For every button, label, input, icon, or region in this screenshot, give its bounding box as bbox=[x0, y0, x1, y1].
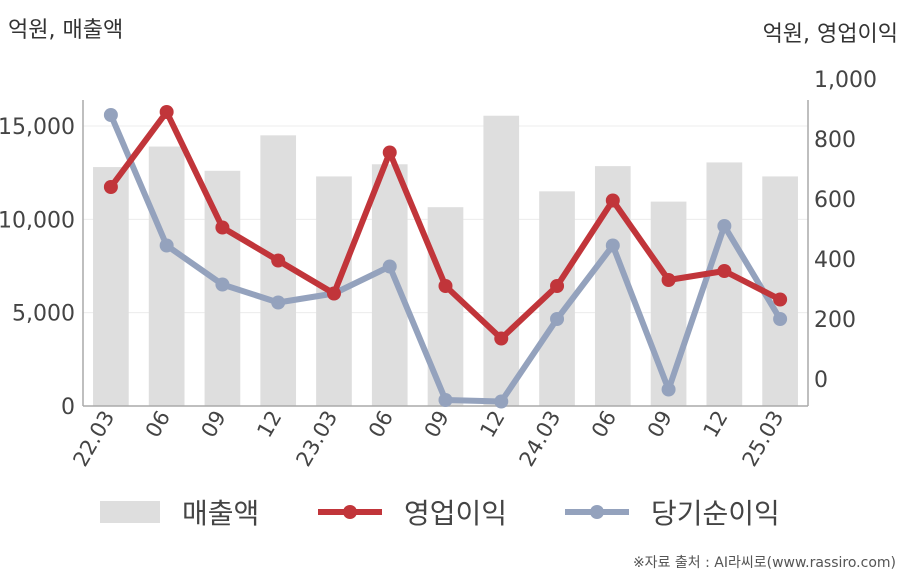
point-net-income bbox=[382, 259, 397, 274]
bar-revenue bbox=[371, 164, 408, 406]
legend-net-income-label: 당기순이익 bbox=[651, 497, 780, 530]
x-tick-label: 12 bbox=[252, 407, 286, 442]
right-tick-label: 0 bbox=[814, 368, 828, 393]
x-tick-label: 09 bbox=[643, 407, 677, 442]
legend-net-income-swatch bbox=[565, 505, 629, 519]
point-net-income bbox=[494, 394, 509, 409]
point-operating-income bbox=[773, 292, 788, 307]
bar-revenue bbox=[706, 162, 743, 406]
point-net-income bbox=[661, 382, 676, 397]
x-tick-label: 24.03 bbox=[515, 407, 566, 471]
point-operating-income bbox=[326, 286, 341, 301]
point-net-income bbox=[159, 238, 174, 253]
point-net-income bbox=[438, 393, 453, 407]
legend-operating-income: 영업이익 bbox=[318, 492, 507, 532]
point-net-income bbox=[103, 108, 118, 122]
point-operating-income bbox=[103, 180, 118, 194]
x-tick-label: 25.03 bbox=[738, 407, 789, 471]
right-tick-label: 200 bbox=[814, 308, 856, 333]
point-net-income bbox=[215, 277, 230, 292]
point-operating-income bbox=[605, 193, 620, 208]
legend-operating-income-label: 영업이익 bbox=[404, 497, 508, 530]
left-tick-label: 0 bbox=[61, 395, 75, 420]
x-tick-label: 22.03 bbox=[68, 407, 119, 471]
point-operating-income bbox=[382, 145, 397, 160]
point-net-income bbox=[550, 312, 565, 326]
source-note: ※자료 출처 : AI라씨로(www.rassiro.com) bbox=[632, 555, 896, 571]
point-net-income bbox=[271, 295, 286, 310]
x-tick-label: 12 bbox=[475, 407, 509, 442]
right-tick-label: 600 bbox=[814, 188, 856, 213]
left-axis-title: 억원, 매출액 bbox=[8, 18, 124, 43]
point-operating-income bbox=[717, 264, 732, 278]
x-tick-label: 09 bbox=[420, 407, 454, 442]
point-net-income bbox=[773, 312, 788, 326]
left-tick-label: 15,000 bbox=[0, 115, 75, 140]
point-operating-income bbox=[494, 331, 509, 346]
point-operating-income bbox=[550, 279, 565, 293]
x-tick-label: 09 bbox=[197, 407, 231, 442]
point-operating-income bbox=[438, 279, 453, 293]
x-tick-label: 06 bbox=[587, 407, 621, 442]
legend-revenue-swatch bbox=[100, 501, 160, 523]
legend-net-income: 당기순이익 bbox=[565, 492, 780, 532]
point-operating-income bbox=[661, 273, 676, 287]
left-tick-label: 5,000 bbox=[12, 302, 75, 327]
bar-revenue bbox=[650, 201, 687, 406]
point-net-income bbox=[605, 238, 620, 253]
legend-revenue: 매출액 bbox=[100, 492, 259, 532]
x-tick-label: 06 bbox=[364, 407, 398, 442]
right-tick-label: 400 bbox=[814, 248, 856, 273]
bar-revenue bbox=[483, 115, 520, 406]
point-operating-income bbox=[271, 253, 286, 268]
x-tick-label: 06 bbox=[141, 407, 175, 442]
legend-operating-income-swatch bbox=[318, 505, 382, 519]
left-tick-label: 10,000 bbox=[0, 208, 75, 233]
bar-revenue bbox=[93, 167, 129, 406]
legend-revenue-label: 매출액 bbox=[182, 497, 260, 530]
point-operating-income bbox=[159, 105, 174, 119]
x-tick-label: 12 bbox=[699, 407, 733, 442]
point-net-income bbox=[717, 219, 732, 233]
right-tick-label: 800 bbox=[814, 128, 856, 153]
right-axis-title: 억원, 영업이익 bbox=[762, 22, 898, 47]
point-operating-income bbox=[215, 220, 230, 235]
x-tick-label: 23.03 bbox=[291, 407, 342, 471]
right-tick-label: 1,000 bbox=[814, 68, 877, 93]
bar-revenue bbox=[148, 146, 185, 407]
